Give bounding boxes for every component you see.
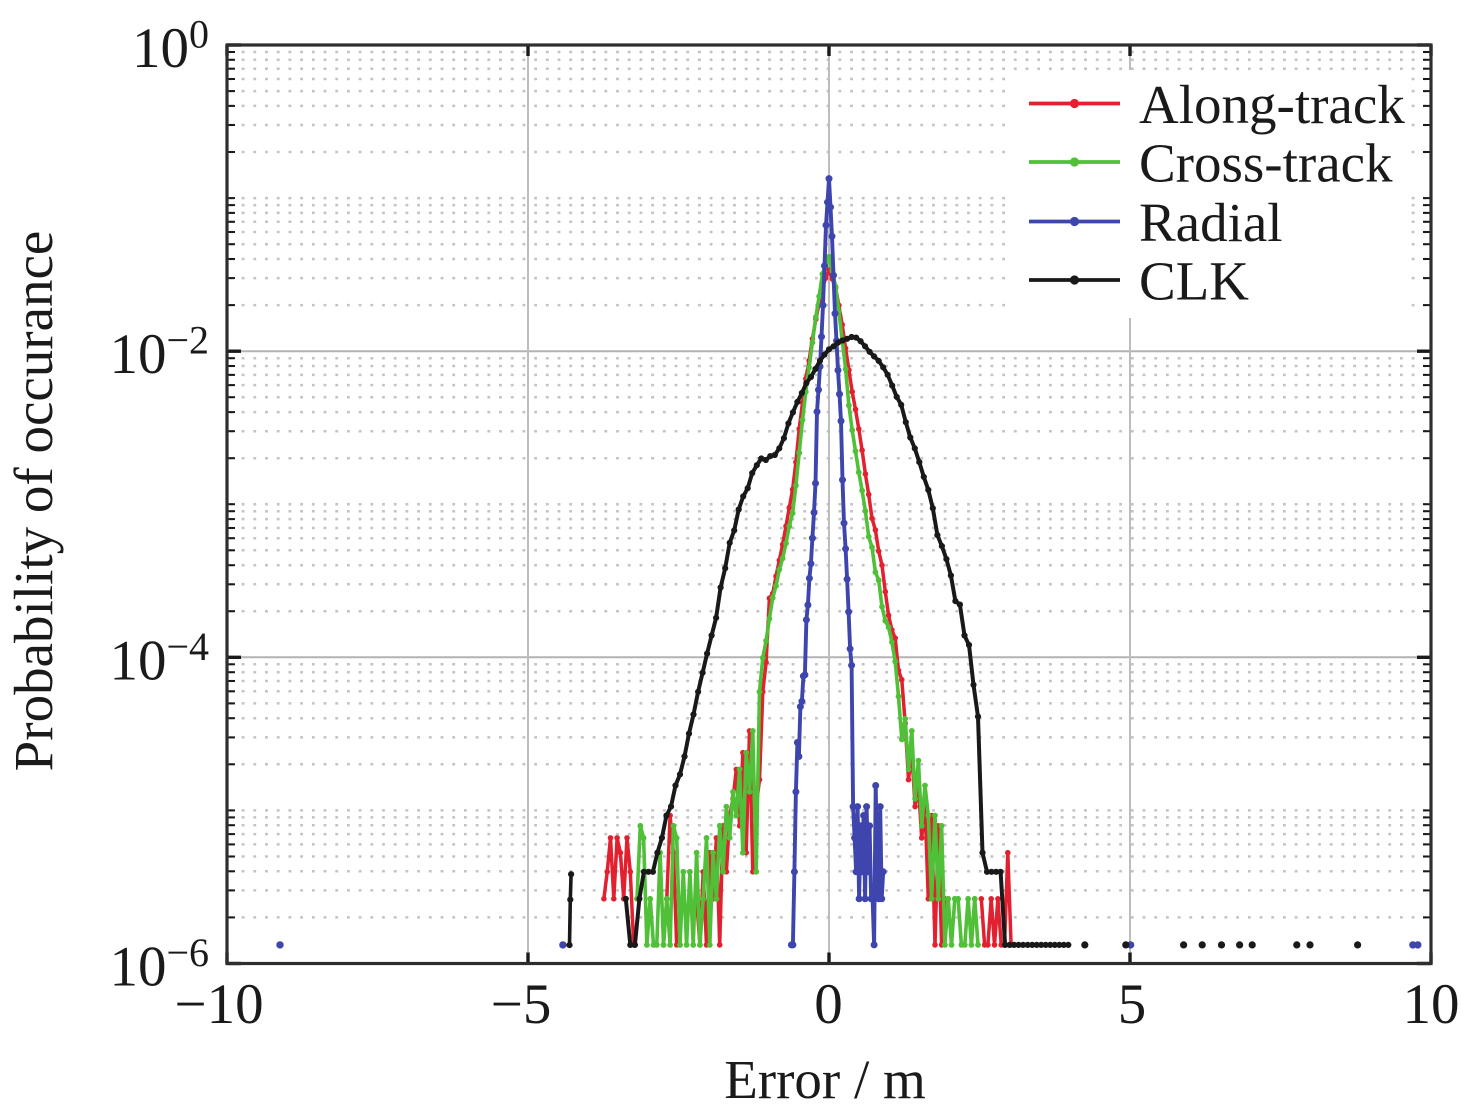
svg-text:Probability of occurance: Probability of occurance: [3, 231, 64, 772]
svg-text:10−6: 10−6: [109, 930, 209, 999]
svg-text:−5: −5: [491, 973, 552, 1036]
svg-text:10: 10: [1403, 973, 1460, 1036]
svg-text:10−2: 10−2: [109, 318, 209, 387]
svg-text:5: 5: [1118, 973, 1147, 1036]
svg-text:CLK: CLK: [1139, 251, 1249, 312]
svg-text:Radial: Radial: [1139, 192, 1283, 253]
svg-text:−10: −10: [174, 973, 263, 1036]
svg-text:Error / m: Error / m: [724, 1049, 926, 1110]
svg-text:0: 0: [814, 973, 843, 1036]
svg-text:Cross-track: Cross-track: [1139, 133, 1393, 194]
svg-text:Along-track: Along-track: [1139, 74, 1405, 135]
svg-text:10−4: 10−4: [109, 624, 209, 693]
